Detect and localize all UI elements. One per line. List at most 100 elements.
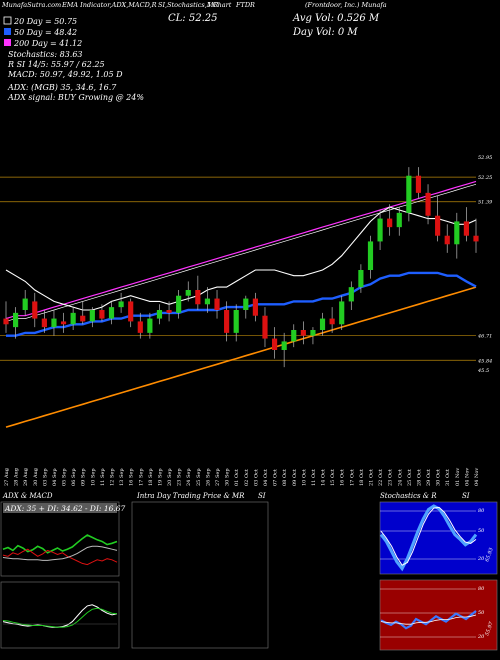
x-tick-label: 16 Sep [129, 468, 135, 486]
ema200-swatch [4, 39, 11, 46]
x-tick-label: 27 Sep [215, 468, 221, 486]
candle-body [271, 338, 278, 350]
candle-body [51, 318, 57, 328]
intraday-panel-title: Intra Day Trading Price & MR [136, 492, 245, 500]
x-tick-label: 02 Oct [244, 469, 250, 486]
candle-body [118, 301, 124, 308]
x-tick-label: 09 Sep [81, 468, 87, 486]
adx-signal: ADX signal: BUY Growing @ 24% [7, 93, 144, 102]
candle-body [281, 341, 287, 350]
x-tick-label: 11 Sep [100, 468, 106, 486]
candle-body [387, 218, 393, 228]
rsi-readout: R SI 14/5: 55.97 / 62.25 [7, 60, 105, 69]
candle-body [32, 301, 38, 319]
x-tick-label: 29 Oct [426, 469, 432, 486]
candle-body [176, 295, 182, 313]
x-tick-label: 13 Sep [119, 468, 125, 486]
x-tick-label: 30 Sep [225, 468, 231, 486]
band-lower-line [5, 183, 477, 322]
x-tick-label: 04 Nov [464, 468, 470, 486]
band-upper-line [5, 180, 477, 320]
ema20-line [5, 206, 477, 311]
stoch-k-line [379, 504, 478, 572]
x-tick-label: 23 Oct [388, 469, 394, 486]
header-item: I Chart [207, 1, 232, 9]
candle-body [70, 312, 76, 325]
header-item: SI,Stochastics,MR [158, 1, 218, 9]
plus-di-line [2, 534, 118, 554]
x-tick-label: 26 Sep [205, 468, 211, 486]
ema20-swatch [3, 16, 12, 25]
adx-panel-title: ADX & MACD [2, 492, 53, 500]
x-tick-label: 01 Oct [234, 469, 240, 486]
candle-body [291, 330, 297, 342]
x-tick-label: 04 Nov [474, 468, 480, 486]
price-label: 51.39 [478, 200, 493, 206]
ema20-label: 20 Day = 50.75 [13, 17, 77, 26]
x-tick-label: 08 Oct [282, 469, 288, 486]
x-tick-label: 17 Sep [138, 468, 144, 486]
candle-body [358, 270, 364, 288]
rsi-tick-80: 80 [478, 586, 485, 592]
candle-body [137, 321, 143, 333]
stoch-d-line [380, 506, 477, 566]
candle-body [22, 298, 28, 310]
candle-body [310, 330, 316, 336]
candle-body [262, 315, 268, 339]
candle-body [3, 318, 9, 325]
stochastics-readout: Stochastics: 83.63 [8, 50, 83, 59]
x-tick-label: 28 Oct [416, 469, 422, 486]
x-tick-label: 23 Sep [177, 468, 183, 486]
candle-body [300, 330, 306, 336]
x-tick-label: 30 Oct [436, 469, 442, 486]
x-tick-label: 27 Aug [4, 467, 10, 486]
candle-body [396, 212, 402, 228]
adx-readout-bg [3, 503, 117, 513]
candle-body [339, 301, 345, 325]
header-item: MunafaSutra.com [1, 1, 61, 9]
x-tick-label: 20 Sep [167, 468, 173, 486]
price-label: 45.5 [477, 368, 489, 374]
rsi-tick-20: 20 [477, 634, 485, 640]
x-tick-label: 31 Oct [445, 469, 451, 486]
x-tick-label: 12 Sep [110, 468, 116, 486]
x-tick-label: 21 Oct [368, 469, 374, 486]
candle-body [377, 218, 383, 242]
x-tick-label: 29 Aug [23, 467, 29, 486]
x-tick-label: 25 Sep [196, 468, 202, 486]
candle-body [444, 235, 450, 245]
candle-body [348, 287, 354, 302]
candle-body [214, 298, 220, 310]
adx-line [2, 545, 118, 561]
close-price: CL: 52.25 [168, 13, 217, 24]
intraday-panel [131, 501, 269, 649]
candle-body [156, 310, 163, 319]
adx-readout: ADX: (MGB) 35, 34.6, 16.7 [7, 83, 117, 92]
header-item: EMA Indicator,ADX,MACD,R [61, 1, 157, 9]
candle-body [99, 310, 105, 319]
x-tick-label: 05 Sep [62, 468, 68, 486]
x-tick-label: 15 Oct [330, 469, 336, 486]
candle-body [80, 315, 86, 322]
candle-body [243, 298, 249, 310]
candle-body [195, 290, 201, 305]
header-bar: MunafaSutra.com EMA Indicator,ADX,MACD,R… [1, 1, 387, 9]
x-tick-label: 18 Oct [359, 469, 365, 486]
candle-body [89, 310, 95, 322]
rsi-tick-50: 50 [478, 610, 485, 616]
x-tick-label: 06 Sep [71, 468, 77, 486]
candle-body [329, 318, 335, 325]
candle-body [166, 310, 172, 313]
x-tick-label: 19 Sep [157, 468, 163, 486]
x-tick-label: 28 Aug [14, 467, 20, 486]
ema50-swatch [4, 28, 11, 35]
candle-body [367, 241, 374, 270]
candle-body [41, 318, 47, 328]
header-item: FTDR [235, 1, 255, 9]
avg-volume: Avg Vol: 0.526 M [292, 13, 380, 24]
candle-body [406, 175, 412, 213]
stoch-tick-20: 20 [477, 556, 485, 562]
candle-body [128, 301, 134, 322]
candle-body [473, 235, 479, 242]
candle-body [425, 192, 431, 216]
